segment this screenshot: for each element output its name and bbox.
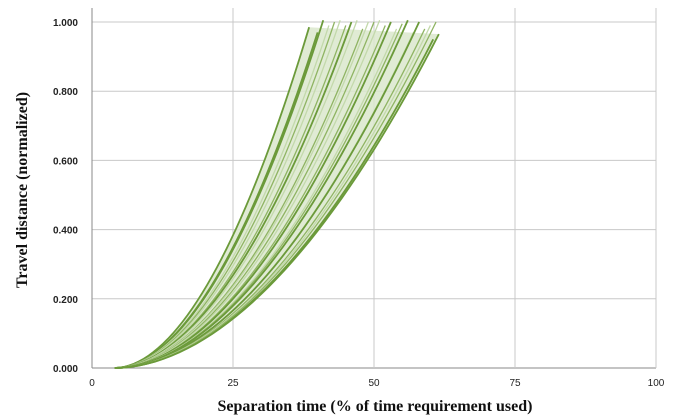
x-tick-label: 0 — [89, 378, 95, 389]
y-tick-label: 0.000 — [53, 364, 78, 375]
series-line-9 — [114, 20, 358, 369]
x-tick-label: 25 — [227, 378, 239, 389]
y-tick-label: 0.800 — [53, 87, 78, 98]
tick-labels: 0.000 0.200 0.400 0.600 0.800 1.000 0 25 50 75 100 — [53, 18, 665, 389]
y-tick-label: 0.200 — [53, 295, 78, 306]
x-tick-label: 100 — [648, 378, 665, 389]
series-line-25 — [114, 33, 440, 369]
y-tick-label: 0.400 — [53, 226, 78, 237]
x-axis-title: Separation time (% of time requirement u… — [218, 398, 533, 415]
y-axis-title: Travel distance (normalized) — [14, 92, 31, 288]
y-tick-label: 1.000 — [53, 18, 78, 29]
y-tick-label: 0.600 — [53, 156, 78, 167]
x-tick-label: 75 — [509, 378, 521, 389]
series-lines — [114, 19, 440, 369]
x-tick-label: 50 — [368, 378, 380, 389]
